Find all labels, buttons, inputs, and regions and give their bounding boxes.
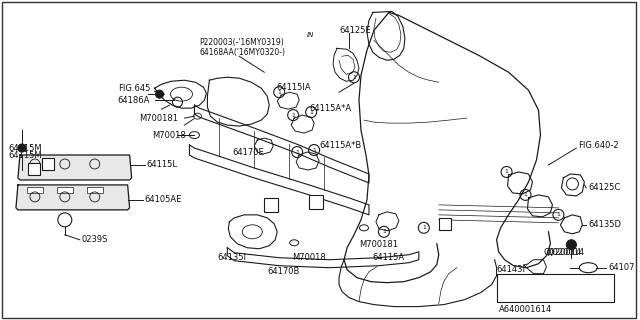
Text: M700181: M700181 [359, 240, 398, 249]
Text: 1: 1 [382, 229, 386, 234]
Text: 64115A*B: 64115A*B [319, 140, 362, 149]
Text: 64143I: 64143I [497, 265, 525, 274]
Text: 64186A: 64186A [118, 96, 150, 105]
Text: B: B [45, 159, 51, 169]
Text: A: A [442, 219, 448, 228]
Bar [264, 198, 278, 212]
Bar [309, 195, 323, 209]
Bar [42, 158, 54, 170]
Text: 1: 1 [291, 113, 295, 118]
Text: 1: 1 [422, 225, 426, 230]
Text: 64115A*A: 64115A*A [309, 104, 351, 113]
Text: 1: 1 [504, 170, 509, 174]
Text: 64115L: 64115L [147, 161, 177, 170]
Text: A: A [313, 197, 319, 206]
Text: A640001614: A640001614 [499, 305, 552, 314]
Text: B: B [31, 164, 36, 173]
Bar [27, 187, 43, 193]
Text: 1: 1 [295, 149, 299, 155]
Text: Q710007: Q710007 [527, 283, 571, 292]
Text: 64107: 64107 [608, 263, 635, 272]
Text: Q020014: Q020014 [543, 248, 582, 257]
Text: 1: 1 [309, 110, 313, 115]
Text: FIG.645: FIG.645 [118, 84, 150, 93]
Text: 0239S: 0239S [82, 235, 108, 244]
Text: 1: 1 [312, 148, 316, 153]
Bar [57, 187, 73, 193]
Circle shape [18, 144, 26, 152]
Text: 64115IA: 64115IA [276, 83, 311, 92]
Bar [87, 187, 102, 193]
Text: 64115A: 64115A [372, 253, 404, 262]
Text: 64115M: 64115M [8, 144, 42, 153]
Circle shape [156, 90, 164, 98]
Text: 64125E: 64125E [339, 26, 371, 35]
Text: 1: 1 [277, 90, 281, 95]
Text: 64170B: 64170B [268, 267, 300, 276]
Text: 64135I: 64135I [218, 253, 246, 262]
Text: M70018: M70018 [292, 253, 326, 262]
Text: 64125C: 64125C [588, 183, 621, 192]
Text: 1: 1 [507, 283, 512, 292]
Polygon shape [16, 185, 130, 210]
Text: Q020014: Q020014 [547, 248, 584, 257]
Text: IN: IN [307, 32, 314, 38]
Text: P220003(-'16MY0319): P220003(-'16MY0319) [200, 38, 284, 47]
Text: 64168AA('16MY0320-): 64168AA('16MY0320-) [200, 48, 285, 57]
Text: FIG.640-2: FIG.640-2 [579, 140, 619, 149]
Text: B: B [268, 200, 275, 209]
Text: 1: 1 [557, 212, 561, 217]
Bar [28, 163, 40, 175]
Text: M700181: M700181 [140, 114, 179, 123]
Text: 1: 1 [352, 75, 356, 80]
Text: 64105AE: 64105AE [145, 196, 182, 204]
Text: 64135D: 64135D [588, 220, 621, 229]
Text: M70018: M70018 [152, 131, 186, 140]
Text: 1: 1 [524, 192, 527, 197]
Circle shape [566, 240, 577, 250]
Bar [439, 218, 451, 230]
Text: 64115M: 64115M [8, 150, 42, 159]
Bar [497, 274, 614, 302]
Text: 64170E: 64170E [232, 148, 264, 156]
Polygon shape [18, 155, 132, 180]
